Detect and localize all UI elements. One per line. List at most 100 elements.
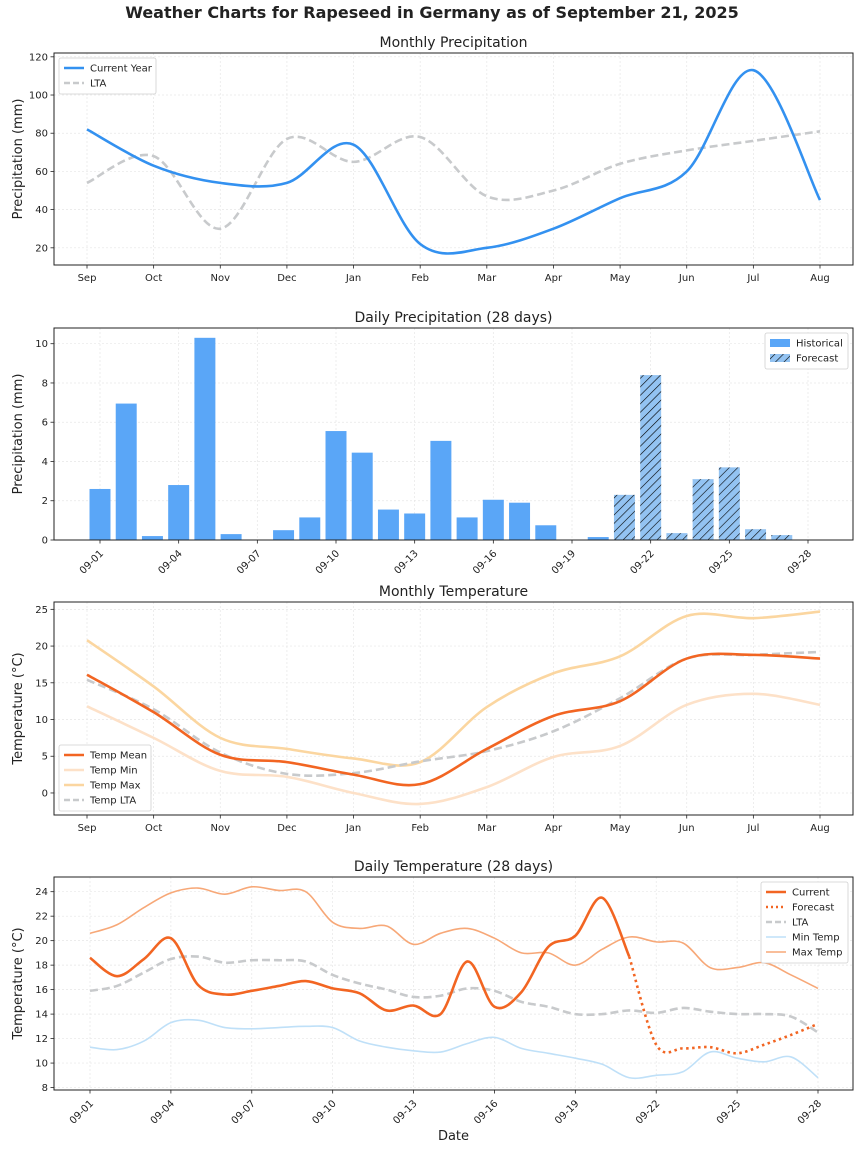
bar-historical: [587, 537, 609, 540]
panel-monthly-precip: Monthly Precipitation 20 40 60 80 100 120 Sep Oc…: [11, 35, 854, 284]
y-tick-label: 120: [29, 52, 48, 63]
plot-frame: [53, 327, 854, 541]
x-tick-label: 09-22: [634, 1098, 662, 1126]
bar-historical: [535, 525, 557, 540]
x-tick-label: 09-16: [472, 1098, 500, 1126]
x-tick-label: Mar: [477, 823, 497, 834]
y-tick-label: 0: [42, 788, 48, 799]
bar-historical: [115, 403, 137, 540]
series-line-temp-max: [86, 610, 821, 767]
x-tick-label: 09-25: [715, 1098, 743, 1126]
x-tick-label: Sep: [78, 823, 97, 834]
y-tick-label: 25: [35, 605, 48, 616]
bar-forecast: [692, 479, 714, 540]
legend-label: Temp Mean: [89, 751, 147, 762]
y-axis-label: Temperature (°C): [11, 927, 26, 1040]
legend-label: Min Temp: [792, 933, 840, 944]
x-tick-label: Jan: [345, 273, 361, 284]
x-tick-label: Feb: [411, 273, 429, 284]
legend: Current Year LTA: [58, 57, 157, 95]
plot-frame: [53, 601, 854, 816]
x-tick-label: Apr: [545, 823, 563, 834]
x-tick-label: 09-25: [707, 548, 735, 576]
x-tick-label: 09-07: [230, 1098, 258, 1126]
y-tick-label: 80: [35, 129, 48, 140]
x-axis-label: Date: [438, 1129, 469, 1144]
x-tick-label: 09-01: [68, 1098, 96, 1126]
y-tick-label: 22: [35, 912, 48, 923]
y-tick-label: 12: [35, 1034, 48, 1045]
legend-swatch: [770, 339, 790, 347]
x-tick-label: Jul: [746, 823, 759, 834]
legend-label: Current Year: [90, 64, 153, 75]
bar-historical: [141, 536, 163, 540]
y-tick-label: 10: [35, 339, 48, 350]
bar-historical: [430, 440, 452, 540]
legend-label: Temp LTA: [89, 796, 136, 807]
bar-historical: [404, 513, 426, 540]
x-tick-label: 09-28: [786, 548, 814, 576]
x-tick-label: 09-01: [78, 548, 106, 576]
legend: Historical Forecast: [764, 332, 849, 370]
y-tick-label: 14: [35, 1010, 48, 1021]
y-tick-label: 8: [42, 1083, 48, 1094]
y-tick-label: 24: [35, 887, 48, 898]
x-tick-label: Nov: [211, 273, 231, 284]
bar-historical: [377, 509, 399, 540]
x-tick-label: Jul: [746, 273, 759, 284]
y-tick-label: 18: [35, 961, 48, 972]
bar-historical: [89, 488, 111, 540]
legend-label: Temp Min: [89, 766, 138, 777]
y-tick-label: 20: [35, 936, 48, 947]
x-tick-label: 09-16: [471, 548, 499, 576]
bar-historical: [273, 530, 295, 540]
chart-title: Monthly Precipitation: [379, 35, 527, 51]
x-tick-label: 09-28: [796, 1098, 824, 1126]
legend-label: Current: [792, 888, 830, 899]
x-tick-label: Mar: [477, 273, 497, 284]
x-tick-label: 09-19: [550, 548, 578, 576]
y-axis-label: Precipitation (mm): [11, 374, 26, 495]
y-axis-label: Temperature (°C): [11, 652, 26, 765]
x-tick-label: 09-19: [553, 1098, 581, 1126]
bar-historical: [194, 337, 216, 540]
legend-label: Max Temp: [792, 948, 843, 959]
y-tick-label: 2: [42, 496, 48, 507]
series-line-current-year: [86, 68, 822, 255]
y-tick-label: 5: [42, 752, 48, 763]
legend-box: [58, 744, 152, 812]
panel-daily-temp: Daily Temperature (28 days) 8 10 12 14 16 18 20…: [11, 859, 854, 1144]
legend-label: Temp Max: [89, 781, 141, 792]
x-tick-label: Jun: [678, 823, 695, 834]
series-line-temp-lta: [86, 650, 821, 777]
y-tick-label: 8: [42, 378, 48, 389]
chart-title: Daily Temperature (28 days): [354, 859, 553, 875]
bar-historical: [456, 517, 478, 540]
x-tick-label: 09-13: [392, 548, 420, 576]
plot-frame: [53, 876, 854, 1091]
x-tick-label: Nov: [211, 823, 231, 834]
x-tick-label: 09-13: [391, 1098, 419, 1126]
bar-historical: [299, 517, 321, 540]
plot-frame: [53, 52, 854, 266]
x-tick-label: May: [610, 823, 631, 834]
x-tick-label: 09-22: [628, 548, 656, 576]
x-tick-label: Oct: [145, 823, 162, 834]
chart-title: Daily Precipitation (28 days): [354, 310, 552, 326]
y-tick-label: 16: [35, 985, 48, 996]
bar-forecast: [613, 494, 635, 540]
bar-historical: [482, 499, 504, 540]
legend-label: LTA: [792, 918, 809, 929]
y-tick-label: 100: [29, 91, 48, 102]
legend: Temp Mean Temp Min Temp Max Temp LTA: [58, 744, 152, 812]
y-tick-label: 40: [35, 205, 48, 216]
series-line-lta: [86, 130, 821, 231]
bar-forecast: [771, 535, 793, 540]
legend: Current Forecast LTA Min Temp Max Temp: [760, 881, 849, 964]
panel-monthly-temp: Monthly Temperature 0 5 10 15 20 25 Sep Oct Nov De…: [11, 584, 854, 834]
y-tick-label: 10: [35, 1059, 48, 1070]
y-tick-label: 0: [42, 536, 48, 547]
bar-forecast: [640, 375, 662, 540]
series-line-forecast: [628, 956, 819, 1055]
